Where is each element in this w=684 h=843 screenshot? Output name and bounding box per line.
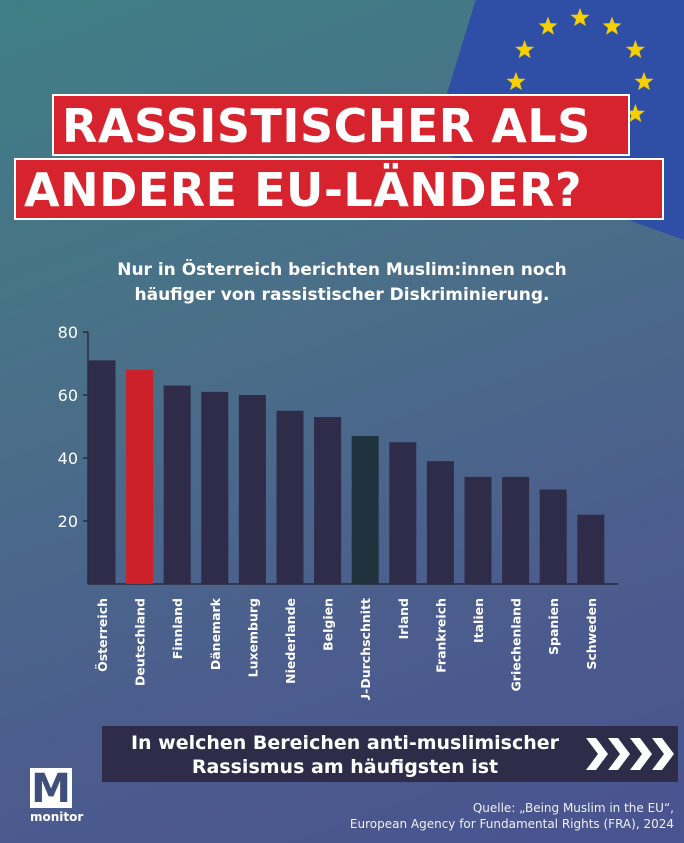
- x-tick-label: Finnland: [170, 598, 185, 659]
- next-banner[interactable]: In welchen Bereichen anti-muslimischer R…: [102, 726, 678, 782]
- bar-chart: 20 40 60 80 Österreich Deutschland Finnland Dän…: [58, 323, 619, 700]
- chart-subtitle: Nur in Österreich berichten Muslim:innen…: [0, 258, 684, 308]
- subtitle-line-1: Nur in Österreich berichten Muslim:innen…: [117, 260, 567, 280]
- subtitle-line-2: häufiger von rassistischer Diskriminieru…: [134, 285, 550, 305]
- source-line-2: European Agency for Fundamental Rights (…: [349, 817, 674, 831]
- eu-star-icon: [625, 104, 645, 123]
- y-tick-label: 40: [58, 449, 78, 468]
- x-tick-label: Deutschland: [133, 598, 148, 686]
- bar: [464, 476, 492, 584]
- y-tick-label: 80: [58, 323, 78, 342]
- bar: [238, 395, 266, 584]
- x-tick-label: Griechenland: [509, 598, 524, 691]
- x-tick-label: Frankreich: [433, 598, 448, 673]
- x-tick-label: Österreich: [95, 598, 110, 672]
- eu-star-icon: [506, 72, 526, 91]
- x-tick-label: Spanien: [546, 598, 561, 655]
- x-tick-label: Niederlande: [283, 598, 298, 684]
- monitor-logo: M monitor: [30, 766, 84, 830]
- banner-line-1: In welchen Bereichen anti-muslimischer: [130, 732, 560, 754]
- x-tick-label: Irland: [396, 598, 411, 639]
- headline-line-1: RASSISTISCHER ALS: [52, 94, 630, 156]
- x-tick-label: Luxemburg: [245, 598, 260, 677]
- bar: [314, 417, 342, 584]
- x-tick-label: Italien: [471, 598, 486, 643]
- bar: [502, 476, 530, 584]
- eu-star-icon: [634, 72, 654, 91]
- banner-line-2: Rassismus am häufigsten ist: [191, 756, 499, 778]
- bar: [539, 489, 567, 584]
- source-line-1: Quelle: „Being Muslim in the EU“,: [472, 801, 674, 815]
- logo-wordmark: monitor: [30, 810, 84, 824]
- eu-star-icon: [602, 16, 622, 35]
- headline-line-2: ANDERE EU-LÄNDER?: [14, 158, 664, 220]
- bar: [351, 435, 379, 584]
- bar: [577, 514, 605, 584]
- logo-letter: M: [30, 766, 72, 812]
- chevron-right-icon: [586, 738, 674, 770]
- bar: [126, 369, 154, 584]
- x-tick-label: Schweden: [584, 598, 599, 670]
- bar: [88, 360, 116, 584]
- y-tick-label: 20: [58, 512, 78, 531]
- x-tick-label: Dänemark: [208, 597, 223, 670]
- y-tick-label: 60: [58, 386, 78, 405]
- x-tick-label: EU-Durchschnitt: [358, 598, 373, 700]
- source-note: Quelle: „Being Muslim in the EU“, Europe…: [350, 800, 674, 832]
- bar: [389, 442, 417, 584]
- banner-text: In welchen Bereichen anti-muslimischer R…: [102, 731, 588, 779]
- eu-star-icon: [625, 40, 645, 59]
- eu-star-icon: [570, 8, 590, 27]
- eu-star-icon: [538, 16, 558, 35]
- bar: [201, 391, 229, 584]
- bar: [426, 461, 454, 584]
- x-tick-label: Belgien: [321, 598, 336, 651]
- eu-star-icon: [515, 40, 535, 59]
- bar: [276, 410, 304, 584]
- bar: [163, 385, 191, 584]
